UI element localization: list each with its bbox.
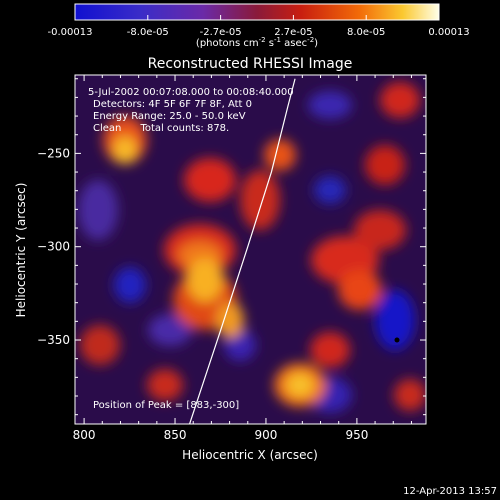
colorbar-ticks: -0.00013 -8.0e-05 -2.7e-05 2.7e-05 8.0e-05 0.… [48,15,470,38]
heatmap-image [75,75,426,424]
colorbar [74,3,440,21]
colorbar-tick-label: -0.00013 [48,27,93,38]
colorbar-units: (photons cm-2 s-1 asec-2) [196,36,318,49]
info-line-counts: Clean Total counts: 878. [93,123,229,134]
x-tick-label: 800 [73,428,96,442]
y-tick-label: −350 [37,333,70,347]
info-line-detectors: Detectors: 4F 5F 6F 7F 8F, Att 0 [93,99,252,110]
info-line-energy: Energy Range: 25.0 - 50.0 keV [93,111,246,122]
peak-position-label: Position of Peak = [883,-300] [93,400,239,411]
colorbar-tick-label: -2.7e-05 [200,27,242,38]
colorbar-tick-label: 8.0e-05 [347,27,385,38]
colorbar-tick-label: 0.00013 [428,27,469,38]
y-tick-label: −250 [37,146,70,160]
x-tick-label: 900 [255,428,278,442]
info-line-time: 5-Jul-2002 00:07:08.000 to 00:08:40.000 [88,87,294,98]
x-tick-label: 850 [164,428,187,442]
colorbar-tick-label: -8.0e-05 [127,27,169,38]
x-tick-label: 950 [345,428,368,442]
peak-marker [394,337,400,343]
x-axis-label: Heliocentric X (arcsec) [182,448,318,462]
colorbar-tick-label: 2.7e-05 [274,27,312,38]
chart-title: Reconstructed RHESSI Image [148,56,353,72]
y-tick-label: −300 [37,240,70,254]
axes: 800 850 900 950 −250 −300 −350 [37,75,426,442]
y-axis-label: Heliocentric Y (arcsec) [14,183,28,318]
timestamp: 12-Apr-2013 13:57 [403,486,497,497]
solar-limb-curve [189,78,296,425]
plot-frame [74,74,427,425]
